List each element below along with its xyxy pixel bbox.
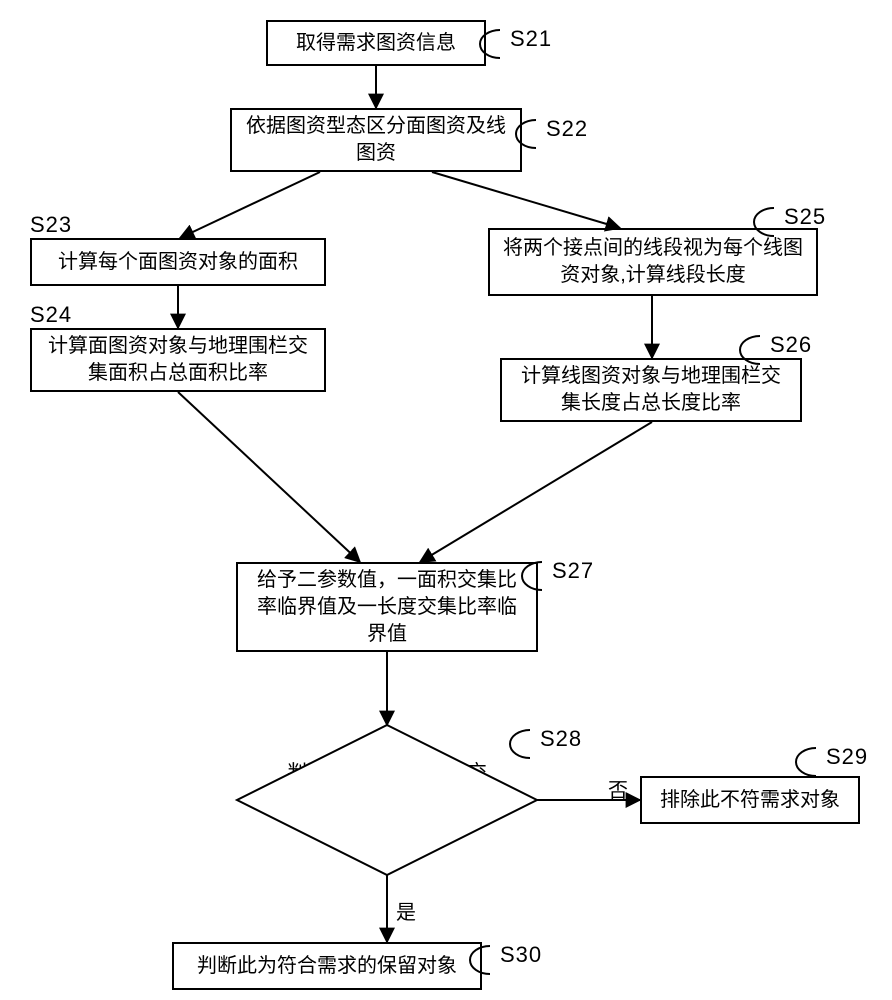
label-s30: S30 bbox=[500, 942, 542, 968]
node-s28: 判断每个图资对象的交集机率是否大于等于临界值 bbox=[287, 750, 487, 850]
node-s30: 判断此为符合需求的保留对象 bbox=[172, 942, 482, 990]
label-s22: S22 bbox=[546, 116, 588, 142]
edge-label-no: 否 bbox=[608, 774, 628, 803]
label-s26: S26 bbox=[770, 332, 812, 358]
node-s26-text: 计算线图资对象与地理围栏交集长度占总长度比率 bbox=[512, 363, 790, 417]
node-s24-text: 计算面图资对象与地理围栏交集面积占总面积比率 bbox=[42, 333, 314, 387]
label-s27: S27 bbox=[552, 558, 594, 584]
node-s21: 取得需求图资信息 bbox=[266, 20, 486, 66]
label-s24: S24 bbox=[30, 302, 72, 328]
node-s29-text: 排除此不符需求对象 bbox=[660, 787, 840, 814]
label-s23: S23 bbox=[30, 212, 72, 238]
node-s25: 将两个接点间的线段视为每个线图资对象,计算线段长度 bbox=[488, 228, 818, 296]
node-s25-text: 将两个接点间的线段视为每个线图资对象,计算线段长度 bbox=[500, 235, 806, 289]
node-s26: 计算线图资对象与地理围栏交集长度占总长度比率 bbox=[500, 358, 802, 422]
node-s23-text: 计算每个面图资对象的面积 bbox=[58, 249, 298, 276]
node-s24: 计算面图资对象与地理围栏交集面积占总面积比率 bbox=[30, 328, 326, 392]
node-s27-text: 给予二参数值，一面积交集比率临界值及一长度交集比率临界值 bbox=[248, 567, 526, 648]
label-s25: S25 bbox=[784, 204, 826, 230]
node-s30-text: 判断此为符合需求的保留对象 bbox=[197, 953, 457, 980]
node-s21-text: 取得需求图资信息 bbox=[296, 30, 456, 57]
node-s27: 给予二参数值，一面积交集比率临界值及一长度交集比率临界值 bbox=[236, 562, 538, 652]
node-s22: 依据图资型态区分面图资及线图资 bbox=[230, 108, 522, 172]
node-s22-text: 依据图资型态区分面图资及线图资 bbox=[242, 113, 510, 167]
node-s29: 排除此不符需求对象 bbox=[640, 776, 860, 824]
node-s28-text: 判断每个图资对象的交集机率是否大于等于临界值 bbox=[287, 760, 487, 841]
label-s21: S21 bbox=[510, 26, 552, 52]
node-s23: 计算每个面图资对象的面积 bbox=[30, 238, 326, 286]
edge-label-yes: 是 bbox=[396, 896, 416, 925]
label-s28: S28 bbox=[540, 726, 582, 752]
label-s29: S29 bbox=[826, 744, 868, 770]
